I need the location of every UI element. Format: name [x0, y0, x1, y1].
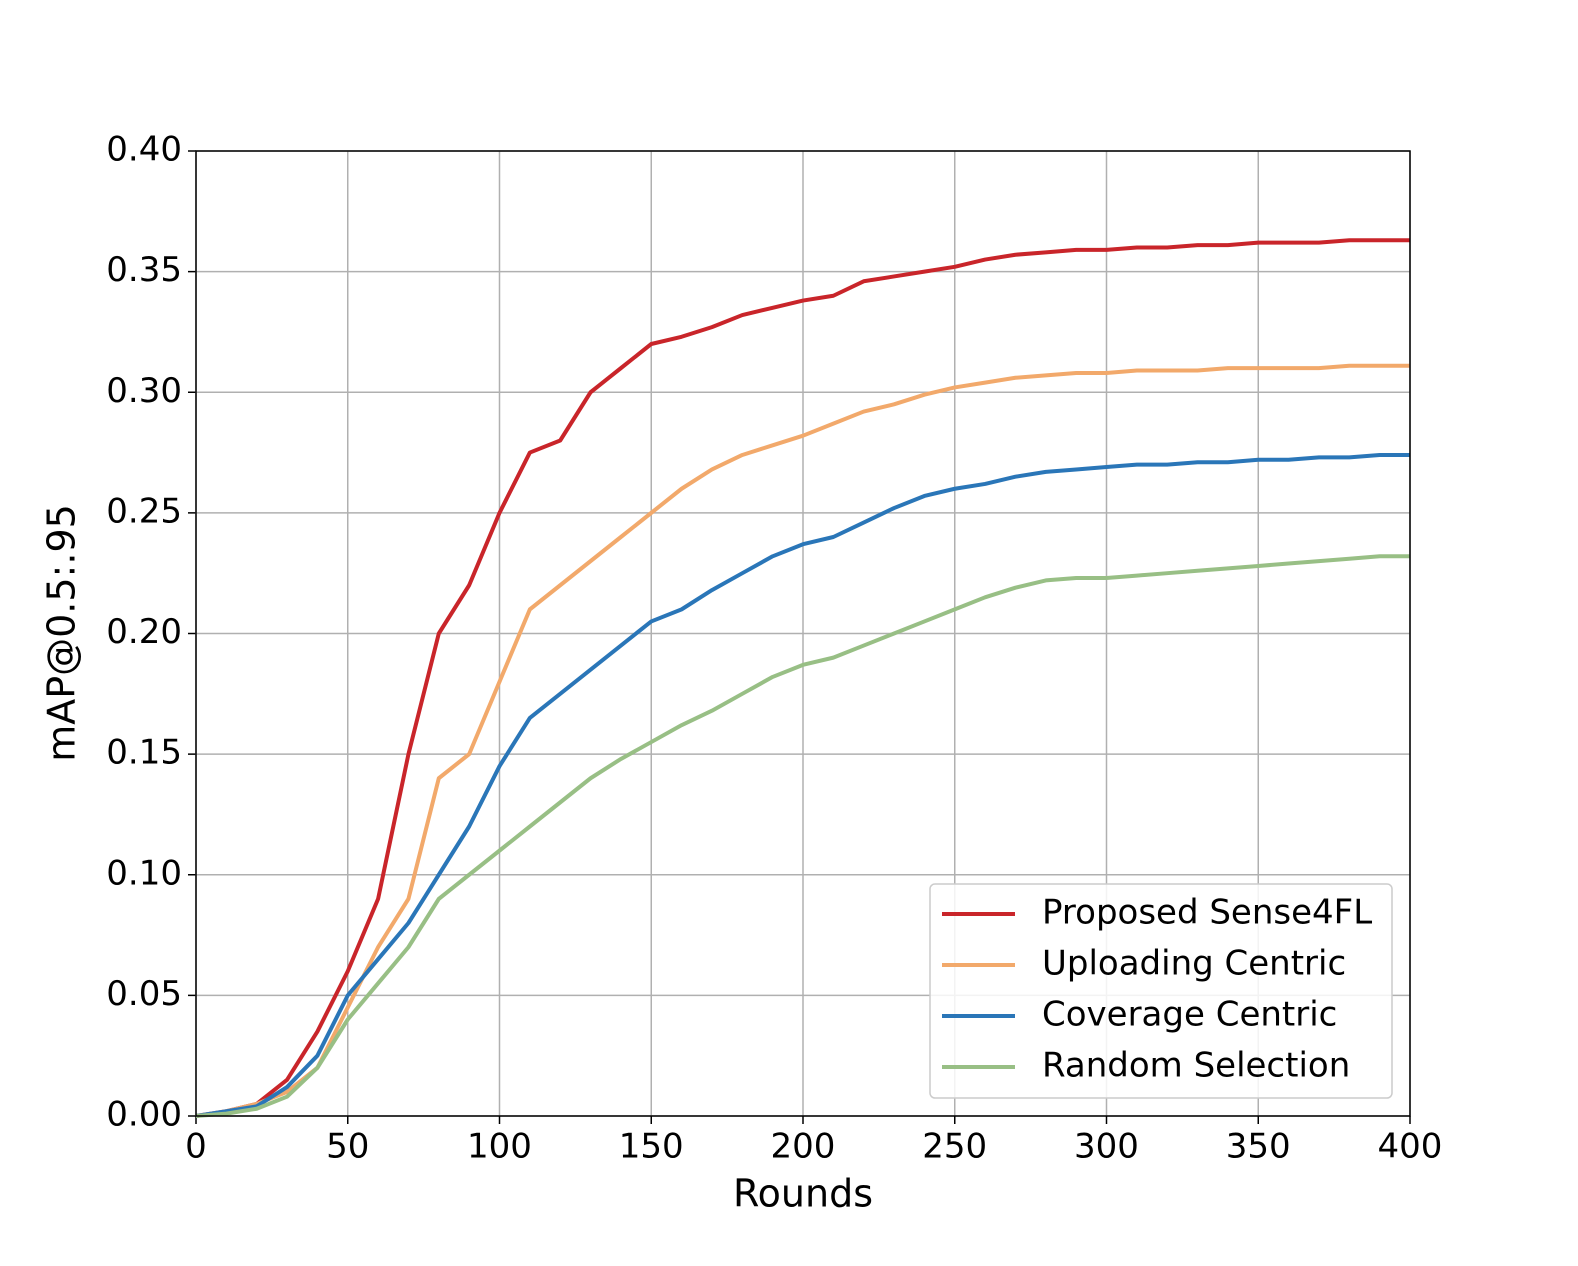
x-tick-label: 250: [922, 1127, 987, 1167]
axes-frame: [195, 150, 1411, 1117]
series-line: [195, 452, 1410, 1118]
y-tick-label: 0.25: [106, 491, 182, 531]
x-tick-label: 100: [467, 1127, 532, 1167]
legend-label: Coverage Centric: [1042, 995, 1337, 1035]
x-tick-label: 350: [1226, 1127, 1291, 1167]
y-axis-label: mAP@0.5:.95: [40, 504, 84, 762]
series-line: [195, 363, 1410, 1118]
y-tick-label: 0.00: [106, 1095, 182, 1135]
y-tick-label: 0.10: [106, 853, 182, 893]
y-tick-label: 0.15: [106, 733, 182, 773]
x-tick-label: 0: [185, 1127, 207, 1167]
x-axis-label: Rounds: [733, 1172, 873, 1216]
y-tick-label: 0.40: [106, 130, 182, 170]
x-tick-label: 300: [1074, 1127, 1139, 1167]
series-line: [195, 238, 1410, 1118]
x-tick-label: 150: [619, 1127, 684, 1167]
legend-label: Random Selection: [1042, 1046, 1350, 1086]
legend-box: [929, 883, 1393, 1099]
series-line: [195, 554, 1410, 1118]
y-tick-label: 0.35: [106, 250, 182, 290]
y-tick-label: 0.05: [106, 974, 182, 1014]
x-tick-label: 200: [771, 1127, 836, 1167]
y-tick-label: 0.20: [106, 612, 182, 652]
y-tick-label: 0.30: [106, 371, 182, 411]
legend-label: Proposed Sense4FL: [1042, 893, 1372, 933]
x-tick-label: 50: [326, 1127, 369, 1167]
x-tick-label: 400: [1378, 1127, 1443, 1167]
legend-label: Uploading Centric: [1042, 944, 1346, 984]
